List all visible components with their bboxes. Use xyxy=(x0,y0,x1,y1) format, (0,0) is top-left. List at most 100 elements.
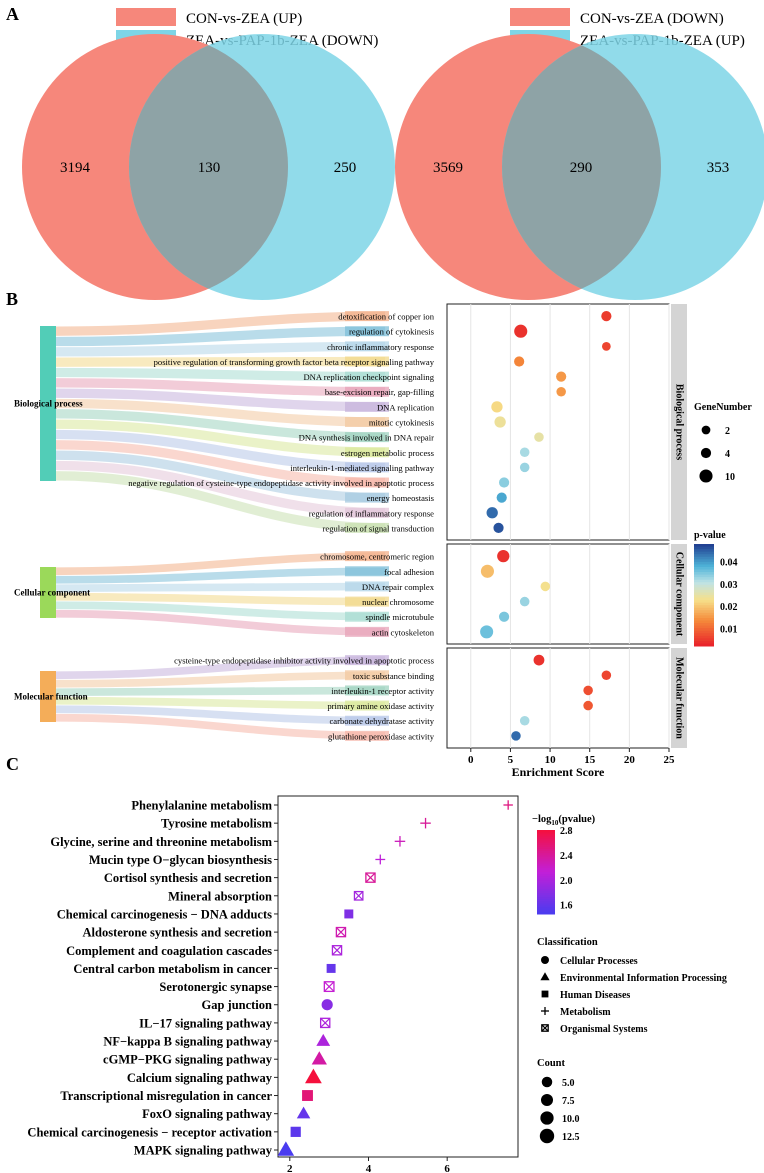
go-facet-strip: Molecular function xyxy=(671,648,687,748)
go-colorbar-segment xyxy=(694,612,714,616)
box-x-marker-box xyxy=(353,890,364,901)
kegg-colorbar-segment xyxy=(537,853,555,856)
box-x-marker-line xyxy=(335,927,346,938)
kegg-colorbar-segment xyxy=(537,886,555,890)
kegg-pathway-label: Mineral absorption xyxy=(168,889,272,903)
kegg-colorbar-segment xyxy=(537,859,555,862)
go-term-row: toxic substance binding xyxy=(353,670,612,681)
kegg-shape-legend-label: Human Diseases xyxy=(560,990,630,1001)
go-term-row: negative regulation of cysteine-type end… xyxy=(128,477,510,488)
go-colorbar-segment xyxy=(694,556,714,560)
go-term-row: estrogen metabolic process xyxy=(341,447,530,458)
kegg-row: Complement and coagulation cascades xyxy=(66,944,343,958)
kegg-colorbar-segment xyxy=(537,897,555,900)
sankey-term-node xyxy=(345,477,389,488)
go-term-label: chromosome, centromeric region xyxy=(320,552,435,562)
circle-marker xyxy=(541,956,549,964)
kegg-row: IL−17 signaling pathway xyxy=(139,1016,331,1030)
go-term-row: glutathione peroxidase activity xyxy=(328,731,521,741)
go-colorbar-segment xyxy=(694,566,714,570)
go-colorbar-segment xyxy=(694,630,714,634)
go-dot xyxy=(494,416,506,428)
kegg-size-legend-dot xyxy=(541,1076,553,1088)
go-dot xyxy=(583,685,593,696)
sankey-flow xyxy=(55,686,386,697)
kegg-colorbar-segment xyxy=(537,872,555,875)
sankey-flow xyxy=(55,471,386,533)
go-term-label: negative regulation of cysteine-type end… xyxy=(128,478,434,488)
sankey-term-node xyxy=(345,507,389,518)
box-x-marker-line xyxy=(354,891,364,901)
kegg-row: Serotonergic synapse xyxy=(159,980,335,994)
panel-label-c: C xyxy=(6,754,19,774)
sankey-flow xyxy=(55,592,386,606)
kegg-size-legend-label: 12.5 xyxy=(562,1132,580,1143)
kegg-colorbar-segment xyxy=(537,882,555,886)
kegg-pathway-label: Aldosterone synthesis and secretion xyxy=(83,926,273,940)
go-colorbar-segment xyxy=(694,628,714,632)
box-x-marker xyxy=(335,926,347,938)
go-term-label: actin cytoskeleton xyxy=(372,627,435,637)
kegg-row: FoxO signaling pathway xyxy=(142,1106,311,1121)
kegg-colorbar-segment xyxy=(537,909,555,913)
sankey-flow xyxy=(55,419,386,457)
go-colorbar-segment xyxy=(694,561,714,565)
go-size-legend-dot xyxy=(700,447,712,459)
go-xtick-label: 15 xyxy=(584,754,596,766)
kegg-color-title-rest: (pvalue) xyxy=(558,814,595,825)
kegg-colorbar-segment xyxy=(537,899,555,902)
box-x-marker-line xyxy=(365,872,376,883)
go-xaxis-title: Enrichment Score xyxy=(512,765,605,779)
plus-marker xyxy=(375,854,386,865)
sankey-term-node xyxy=(345,341,389,352)
venn2-legend-swatch-1 xyxy=(510,8,570,26)
go-dot xyxy=(519,447,530,458)
go-dot xyxy=(514,356,525,367)
kegg-size-legend-dot xyxy=(540,1093,554,1107)
go-dot xyxy=(511,731,521,741)
go-colorbar-segment xyxy=(694,615,714,619)
go-colorbar-segment xyxy=(694,635,714,639)
kegg-colorbar-segment xyxy=(537,890,555,894)
go-dot xyxy=(533,654,545,666)
sankey-term-node xyxy=(345,670,389,681)
venn1-intersection xyxy=(129,45,288,289)
go-colorbar-segment xyxy=(694,582,714,586)
kegg-pathway-label: Gap junction xyxy=(201,998,272,1012)
kegg-row: Chemical carcinogenesis − DNA adducts xyxy=(57,907,354,921)
sankey-flow xyxy=(55,582,386,593)
kegg-colorbar-segment xyxy=(537,876,555,879)
box-x-marker xyxy=(323,981,335,993)
go-colorbar-label: 0.02 xyxy=(720,602,738,613)
kegg-shape-legend-label: Organismal Systems xyxy=(560,1024,648,1035)
triangle-marker xyxy=(311,1051,327,1065)
go-term-row: interleukin-1 receptor activity xyxy=(331,685,593,696)
kegg-pathway-label: FoxO signaling pathway xyxy=(142,1107,273,1121)
sankey-term-node xyxy=(345,356,389,367)
go-colorbar-segment xyxy=(694,546,714,550)
kegg-colorbar-segment xyxy=(537,865,555,869)
go-term-row: cysteine-type endopeptidase inhibitor ac… xyxy=(174,654,545,666)
go-term-row: DNA repair complex xyxy=(362,581,551,592)
kegg-colorbar-segment xyxy=(537,878,555,881)
venn2-legend-label-1: CON-vs-ZEA (DOWN) xyxy=(580,11,724,27)
go-term-label: estrogen metabolic process xyxy=(341,448,435,458)
kegg-legends: −log10(pvalue)2.8 2.4 2.0 1.6 Classification… xyxy=(532,814,727,1144)
sankey-term-node xyxy=(345,401,389,412)
sankey-term-node xyxy=(345,326,389,337)
kegg-size-legend-label: 5.0 xyxy=(562,1078,575,1089)
sankey-term-node xyxy=(345,566,389,577)
sankey-term-node xyxy=(345,596,389,607)
kegg-colorbar-segment xyxy=(537,874,555,877)
kegg-xtick-label: 4 xyxy=(366,1163,372,1173)
box-x-marker xyxy=(353,890,364,901)
kegg-shape-legend-title: Classification xyxy=(537,937,598,948)
go-colorbar-segment xyxy=(694,597,714,601)
triangle-marker xyxy=(296,1106,311,1119)
kegg-pathway-label: IL−17 signaling pathway xyxy=(139,1016,273,1030)
square-marker xyxy=(290,1126,301,1137)
go-legends: GeneNumber 2 4 10 p-value 0.04 0.03 0.02 0.01 xyxy=(694,402,752,647)
kegg-shape-legend-label: Cellular Processes xyxy=(560,956,638,967)
sankey-flow xyxy=(55,356,386,367)
kegg-row: Chemical carcinogenesis − receptor activ… xyxy=(27,1125,301,1139)
